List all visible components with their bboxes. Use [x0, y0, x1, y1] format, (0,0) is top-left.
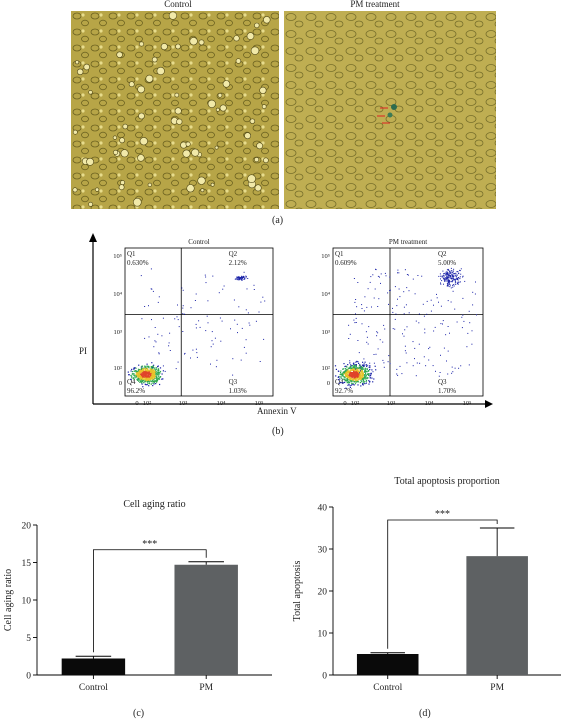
x-tick-label: 10⁵ — [255, 400, 264, 407]
q4-label: Q4 — [335, 378, 344, 386]
flow-plot-title: PM treatment — [389, 238, 427, 246]
panel-tag-c: (c) — [133, 708, 145, 719]
x-tick-label: 10⁴ — [217, 400, 227, 407]
micrograph-control — [71, 11, 279, 209]
panel-tag-d: (d) — [419, 708, 431, 719]
q2-percent: 2.12% — [229, 259, 247, 267]
y-tick-label: 10² — [114, 365, 123, 372]
q2-label: Q2 — [438, 250, 447, 258]
q3-label: Q3 — [229, 378, 238, 386]
q1-label: Q1 — [335, 250, 344, 258]
chart-title: Cell aging ratio — [123, 499, 185, 510]
significance-bracket — [387, 519, 498, 649]
bar-pm — [174, 564, 238, 675]
y-tick-label: 10⁵ — [113, 253, 122, 260]
y-tick-label: 10 — [22, 597, 32, 607]
flow-plot-pm-treatment: PM treatment Q10.609% Q25.00% Q31.70% Q492.7… — [321, 238, 484, 407]
q3-percent: 1.03% — [229, 387, 247, 395]
x-tick-label: 10² — [143, 400, 152, 407]
x-tick-label: 10⁴ — [425, 400, 435, 407]
y-tick-label: 0 — [322, 672, 327, 682]
y-tick-label: 15 — [22, 559, 32, 569]
y-tick-label: 40 — [318, 504, 328, 514]
x-tick-label: 10³ — [179, 400, 188, 407]
flow-cytometry-panel: ControlQ10.630%Q22.12%Q31.03%Q496.2%10⁵1… — [89, 233, 493, 408]
y-tick-label: 10² — [322, 365, 331, 372]
bar-control — [61, 658, 126, 675]
y-axis-label: Total apoptosis — [292, 561, 303, 622]
annexin-axis-label: Annexin V — [257, 406, 297, 416]
q4-percent: 92.7% — [335, 387, 353, 395]
q2-percent: 5.00% — [438, 259, 456, 267]
q4-label: Q4 — [127, 378, 136, 386]
q1-percent: 0.609% — [335, 259, 357, 267]
y-tick-label: 0 — [119, 380, 122, 387]
q3-label: Q3 — [438, 378, 447, 386]
panel-tag-b: (b) — [272, 426, 284, 437]
x-tick-label: 10⁵ — [463, 400, 472, 407]
y-tick-label: 10⁵ — [321, 253, 330, 260]
x-tick-label: Control — [79, 683, 108, 690]
y-tick-label: 10³ — [322, 329, 331, 336]
significance-label: *** — [142, 539, 157, 550]
q1-percent: 0.630% — [127, 259, 149, 267]
x-tick-label: PM — [199, 683, 213, 690]
green-stained-cell — [391, 104, 397, 110]
micrograph-pm-treatment — [284, 11, 496, 209]
y-tick-label: 30 — [318, 546, 328, 556]
x-tick-label: Control — [373, 683, 402, 690]
q4-percent: 96.2% — [127, 387, 145, 395]
x-tick-label: 10² — [351, 400, 360, 407]
flow-plot-title: Control — [188, 238, 209, 246]
q3-percent: 1.70% — [438, 387, 456, 395]
y-tick-label: 10 — [318, 630, 328, 640]
bar-chart-cell-aging: Cell aging ratio 0 5 10 15 20 Cell aging ratio… — [3, 499, 272, 690]
bar-pm — [466, 556, 528, 675]
micrograph-pm-title: PM treatment — [350, 0, 400, 9]
q2-label: Q2 — [229, 250, 238, 258]
micrograph-control-title: Control — [164, 0, 192, 9]
significance-label: *** — [435, 509, 450, 520]
chart-title: Total apoptosis proportion — [394, 476, 499, 487]
x-tick-label: 0 — [135, 400, 138, 407]
arrowhead-up-icon — [89, 233, 97, 242]
x-tick-label: 10³ — [387, 400, 396, 407]
panel-tag-a: (a) — [272, 215, 284, 226]
significance-bracket — [93, 549, 207, 653]
q1-label: Q1 — [127, 250, 136, 258]
y-tick-label: 10⁴ — [321, 291, 331, 298]
y-tick-label: 10⁴ — [113, 291, 123, 298]
y-tick-label: 0 — [26, 672, 31, 682]
y-tick-label: 20 — [22, 522, 32, 532]
x-tick-label: 0 — [343, 400, 346, 407]
y-tick-label: 5 — [26, 634, 31, 644]
x-tick-label: PM — [490, 683, 504, 690]
y-axis-label: Cell aging ratio — [3, 569, 14, 631]
bar-chart-total-apoptosis: Total apoptosis proportion 0 10 20 30 40 Total… — [292, 476, 561, 690]
y-tick-label: 0 — [327, 380, 330, 387]
pi-axis-label: PI — [79, 346, 88, 356]
green-stained-cell — [387, 112, 393, 118]
y-tick-label: 20 — [318, 588, 328, 598]
y-tick-label: 10³ — [114, 329, 123, 336]
arrowhead-right-icon — [485, 400, 493, 408]
bar-control — [356, 654, 419, 675]
